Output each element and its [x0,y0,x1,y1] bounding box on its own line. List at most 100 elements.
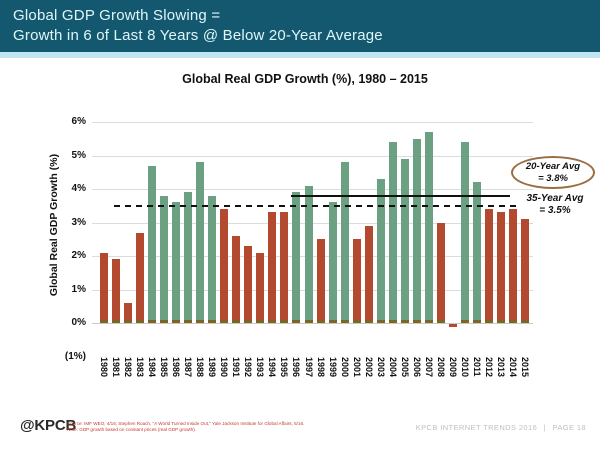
x-axis-label-2004: 2004 [387,357,398,378]
x-axis-label-1987: 1987 [183,357,194,378]
bar-1987 [184,192,193,323]
footer-brand-text: KPCB INTERNET TRENDS 2016 [415,423,538,432]
y-tick-label: 3% [71,216,86,228]
x-axis-label-2003: 2003 [375,357,386,378]
bar-1996 [292,192,301,323]
x-axis-label-2013: 2013 [496,357,506,378]
20-year-average-label: 20-Year Avg [525,161,581,172]
y-tick-label: 1% [71,283,86,295]
gridline [92,323,533,324]
bar-1998 [316,239,325,323]
35-year-average-value: = 3.5% [539,204,571,216]
x-axis-label-2014: 2014 [508,357,519,378]
bar-2013 [497,212,505,323]
bar-1990 [220,209,229,323]
bar-2014 [509,209,518,323]
bar-2010 [460,142,469,323]
footer-page-number: PAGE 18 [552,423,586,432]
x-axis-label-1981: 1981 [111,357,122,378]
x-axis-label-2005: 2005 [399,357,410,378]
bar-2004 [388,142,397,323]
bar-2005 [400,158,409,323]
x-axis-label-1999: 1999 [327,357,338,378]
gridline [92,122,533,123]
bar-2008 [436,222,445,323]
x-axis-label-2006: 2006 [411,357,422,378]
x-axis-label-1980: 1980 [99,357,109,378]
bar-2000 [340,162,349,323]
x-axis-label-1988: 1988 [195,357,206,378]
slide-header: Global GDP Growth Slowing = Growth in 6 … [0,0,600,52]
x-axis-label-2011: 2011 [471,357,482,377]
x-axis-label-1983: 1983 [135,357,146,378]
x-axis-label-2009: 2009 [447,357,458,378]
bar-1984 [148,165,157,323]
bar-1997 [304,185,313,323]
bar-1991 [232,235,241,323]
bar-1992 [244,245,253,323]
x-axis-label-2002: 2002 [363,357,374,378]
chart-title: Global Real GDP Growth (%), 1980 – 2015 [182,72,428,86]
x-axis-label-1992: 1992 [243,357,254,378]
20-year-average-value: = 3.8% [538,173,568,184]
35-year-average-label: 35-Year Avg [526,193,584,204]
20-year-average-callout: 20-Year Avg = 3.8% [511,156,595,189]
bar-1986 [172,202,181,323]
source-note: Source: IMF WEO, 4/16; Stephen Roach, "A… [67,421,347,432]
y-tick-label: 0% [71,317,86,328]
x-axis-label-2007: 2007 [423,357,434,378]
y-tick-label: 2% [71,250,86,261]
bar-2002 [364,225,373,323]
bar-2003 [376,178,385,323]
x-axis-label-1997: 1997 [303,357,314,378]
y-tick-label: 6% [71,116,86,127]
slide-title-line-2: Growth in 6 of Last 8 Years @ Below 20-Y… [13,27,383,44]
bar-1988 [196,162,205,323]
footer-right: KPCB INTERNET TRENDS 2016 | PAGE 18 [412,423,586,432]
kpcb-logo: @KPCB [20,417,77,434]
x-axis-label-1995: 1995 [279,357,290,378]
x-axis-label-1993: 1993 [255,357,266,378]
bar-1989 [208,195,217,323]
x-axis-label-1989: 1989 [207,357,218,378]
x-axis-label-1986: 1986 [171,357,182,378]
bar-1981 [112,259,121,323]
bar-2015 [521,219,530,323]
x-axis-label-2000: 2000 [339,357,350,378]
bar-2001 [352,239,361,323]
20-year-average-line [291,195,510,197]
source-line-1: Source: IMF WEO, 4/16; Stephen Roach, "A… [67,421,305,426]
y-tick-label: (1%) [64,350,86,362]
x-axis-label-1991: 1991 [231,357,242,378]
bar-1994 [268,212,277,323]
35-year-average-line [114,205,517,207]
x-axis-label-1996: 1996 [291,357,302,378]
x-axis-label-1982: 1982 [123,357,134,378]
x-axis-label-2010: 2010 [459,357,470,378]
bar-1983 [136,232,145,323]
x-axis-label-1994: 1994 [267,357,278,378]
x-axis-label-1985: 1985 [159,357,170,378]
x-axis-label-2001: 2001 [351,357,362,378]
x-axis-label-1990: 1990 [219,357,230,378]
bar-1995 [280,212,289,323]
35-year-average-callout: 35-Year Avg = 3.5% [505,193,600,216]
x-axis-label-2012: 2012 [483,357,494,378]
bar-2011 [472,182,481,323]
bar-1985 [160,195,169,323]
bar-1980 [100,252,108,323]
source-line-2: Note: GDP growth based on constant price… [67,426,197,432]
bar-2006 [412,138,421,323]
x-axis-label-2015: 2015 [520,357,531,378]
bar-1993 [256,252,265,323]
bar-1982 [124,302,133,323]
y-tick-label: 5% [71,149,86,161]
header-accent-strip [0,52,600,58]
x-axis-label-1984: 1984 [147,357,158,378]
bar-2007 [424,132,433,323]
slide-title-line-1: Global GDP Growth Slowing = [13,7,221,24]
x-axis-label-2008: 2008 [435,357,446,378]
bar-1999 [328,202,337,323]
y-tick-label: 4% [71,183,86,194]
